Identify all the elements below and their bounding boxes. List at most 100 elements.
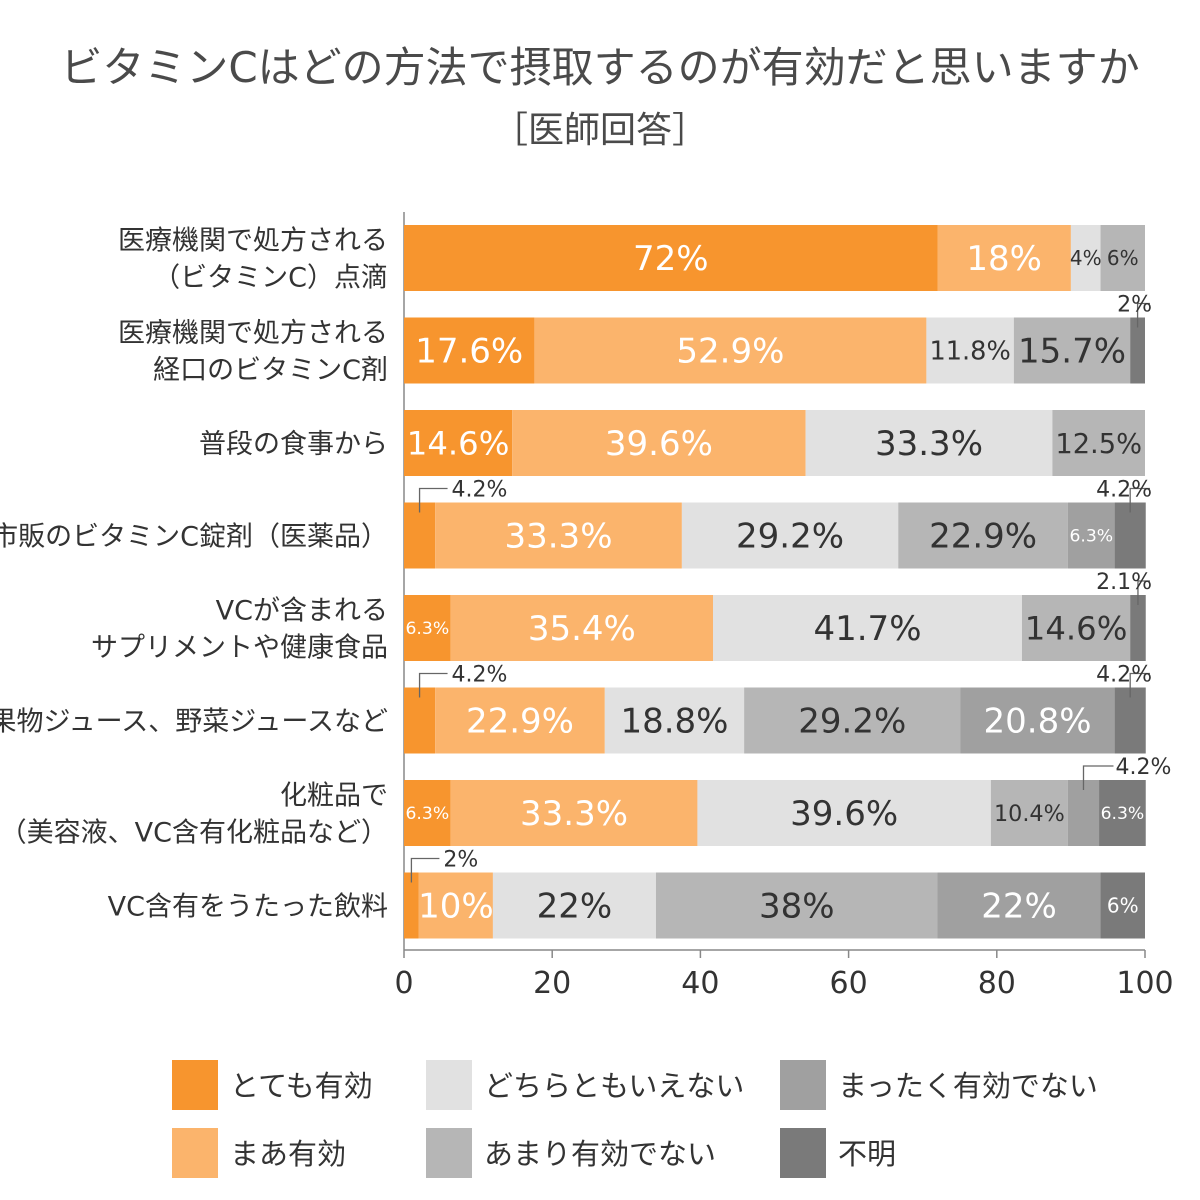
data-label: 10.4% [994, 801, 1065, 827]
data-label: 29.2% [736, 517, 844, 557]
bar-segment [604, 687, 745, 754]
x-tick-label: 40 [681, 966, 719, 1001]
bar-segment [1021, 595, 1131, 661]
data-label: 6.3% [406, 804, 450, 824]
bar-segment [534, 317, 927, 384]
bar-segment [404, 780, 451, 846]
category-label: VCが含まれるサプリメントや健康食品 [91, 596, 388, 664]
bar-segment [937, 225, 1071, 291]
data-label: 18% [966, 239, 1042, 279]
data-label: 39.6% [605, 424, 713, 464]
data-label: 33.3% [504, 517, 612, 557]
data-label: 4% [1070, 246, 1102, 270]
data-label: 22% [537, 887, 613, 927]
category-label: 化粧品で（美容液、VC含有化粧品など） [0, 781, 388, 849]
bar-segment [937, 872, 1101, 939]
bar-segment [1067, 780, 1100, 846]
bar-segment [681, 502, 899, 569]
bar-segment [404, 502, 436, 569]
data-label: 18.8% [620, 702, 728, 742]
data-label: 6% [1107, 894, 1139, 918]
data-label: 11.8% [929, 337, 1010, 367]
bar-segment [512, 410, 806, 476]
category-label: 市販のビタミンC錠剤（医薬品） [0, 522, 388, 553]
data-label: 22% [981, 887, 1057, 927]
data-label: 6.3% [406, 619, 450, 639]
bar-segment [697, 780, 991, 846]
data-label: 52.9% [676, 332, 784, 372]
bar-segment [1114, 502, 1146, 569]
x-tick-label: 100 [1116, 966, 1173, 1001]
callout-line [1129, 672, 1150, 698]
data-label: 35.4% [528, 609, 636, 649]
data-label: 17.6% [415, 332, 523, 372]
data-label: 14.6% [407, 425, 510, 463]
bar-segment [450, 780, 698, 846]
data-label: 6% [1107, 246, 1139, 270]
bar-segment [435, 502, 682, 569]
bar-segment [1130, 595, 1146, 661]
callout-line [1137, 580, 1150, 605]
category-label: VC含有をうたった飲料 [108, 892, 388, 923]
bar-segment [744, 687, 961, 754]
data-label: 39.6% [790, 794, 898, 834]
bar-segment [990, 780, 1068, 846]
bar-segment [655, 872, 938, 939]
callout-line [418, 487, 448, 513]
bar-segment [418, 872, 493, 939]
bar-segment [1114, 687, 1146, 754]
data-label: 2% [1117, 293, 1152, 318]
bar-segment [960, 687, 1115, 754]
chart-subtitle: ［医師回答］ [492, 110, 708, 151]
data-label: 41.7% [813, 609, 921, 649]
bar-segment [1100, 872, 1145, 939]
data-label: 29.2% [798, 702, 906, 742]
callout-line [418, 672, 448, 698]
legend-label: まあ有効 [230, 1137, 346, 1171]
bar-segment [404, 410, 513, 476]
data-label: 14.6% [1025, 610, 1128, 648]
data-label: 4.2% [452, 663, 508, 688]
category-label: 医療機関で処方される（ビタミンC）点滴 [118, 226, 388, 294]
data-label: 38% [759, 887, 835, 927]
data-label: 4.2% [1115, 755, 1171, 780]
data-label: 20.8% [984, 702, 1092, 742]
callout-line [1136, 302, 1150, 328]
bar-segment [1100, 225, 1145, 291]
x-tick-label: 0 [394, 966, 413, 1001]
legend-swatch [172, 1128, 218, 1178]
callout-line [410, 857, 440, 883]
category-label: 普段の食事から [199, 429, 388, 460]
legend-swatch [780, 1128, 826, 1178]
legend-swatch [780, 1060, 826, 1110]
bar-segment [898, 502, 1068, 569]
x-tick-label: 20 [533, 966, 571, 1001]
legend-label: あまり有効でない [484, 1137, 716, 1171]
data-label: 15.7% [1018, 332, 1126, 372]
data-label: 10% [418, 887, 494, 927]
bar-segment [492, 872, 656, 939]
data-label: 6.3% [1069, 527, 1113, 547]
bar-segment [1013, 317, 1131, 384]
data-label: 33.3% [520, 794, 628, 834]
bar-segment [404, 872, 419, 939]
bar-segment [404, 225, 938, 291]
x-tick-label: 60 [830, 966, 868, 1001]
bar-segment [1067, 502, 1115, 569]
data-label: 4.2% [452, 478, 508, 503]
bar-segment [805, 410, 1053, 476]
bar-segment [1130, 317, 1145, 384]
category-label: 果物ジュース、野菜ジュースなど [0, 707, 388, 738]
data-label: 6.3% [1101, 804, 1145, 824]
bar-segment [435, 687, 605, 754]
legend-swatch [426, 1060, 472, 1110]
data-label: 22.9% [929, 517, 1037, 557]
bar-segment [404, 595, 451, 661]
legend-label: まったく有効でない [838, 1069, 1098, 1103]
data-label: 72% [633, 239, 709, 279]
data-label: 2% [443, 848, 478, 873]
bar-segment [1099, 780, 1146, 846]
